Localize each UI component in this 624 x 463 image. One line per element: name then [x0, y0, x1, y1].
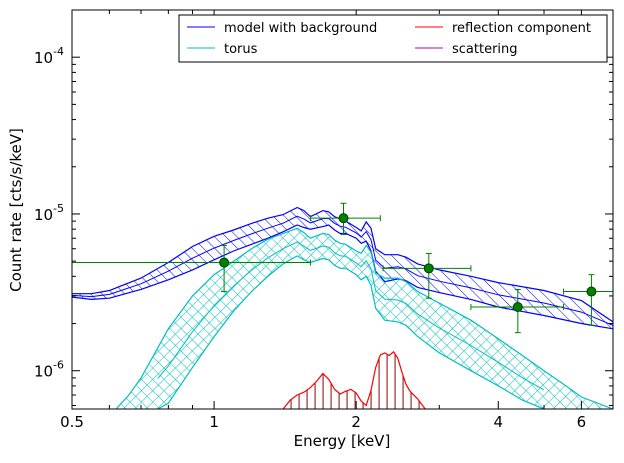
- y-tick-labels: 10-6 10-5 10-4: [34, 45, 64, 381]
- data-point-group: [470, 288, 565, 334]
- torus-band-lower: [157, 255, 545, 409]
- y-tick-label: 10-5: [34, 202, 64, 224]
- x-axis-label: Energy [keV]: [294, 432, 391, 450]
- legend-label-scattering: scattering: [452, 42, 518, 57]
- y-tick-label: 10-6: [34, 359, 64, 381]
- legend-label-torus: torus: [224, 42, 258, 57]
- data-point-group: [563, 274, 613, 326]
- torus-band-center: [157, 241, 545, 391]
- model-with-background-band-fill: [72, 207, 613, 329]
- data-point-marker: [219, 257, 230, 268]
- x-tick-label: 1: [209, 413, 219, 431]
- data-point-marker: [586, 286, 597, 297]
- data-point-group: [72, 244, 311, 293]
- x-tick-labels: 0.5 1 2 4 6: [60, 413, 586, 431]
- x-tick-label: 0.5: [60, 413, 84, 431]
- data-point-group: [382, 252, 472, 299]
- x-tick-label: 2: [351, 413, 361, 431]
- y-axis-label: Count rate [cts/s/keV]: [7, 128, 25, 292]
- legend: model with background reflection compone…: [178, 14, 608, 63]
- reflection-component-line: [282, 350, 426, 409]
- y-tick-label: 10-4: [34, 45, 64, 67]
- torus-band-upper: [115, 227, 613, 409]
- legend-label-model: model with background: [224, 21, 377, 36]
- legend-box: [178, 14, 608, 63]
- data-point-marker: [512, 301, 523, 312]
- reflection-component-group: [282, 350, 426, 409]
- plot-area: [72, 202, 613, 409]
- plot-frame: [71, 9, 614, 410]
- axis-ticks: [71, 9, 614, 409]
- data-point-group: [309, 202, 381, 235]
- x-tick-label: 6: [577, 413, 587, 431]
- x-tick-label: 4: [494, 413, 504, 431]
- torus-band-fill: [116, 228, 613, 409]
- data-point-marker: [338, 213, 349, 224]
- data-point-marker: [423, 263, 434, 274]
- legend-label-reflection: reflection component: [452, 21, 591, 36]
